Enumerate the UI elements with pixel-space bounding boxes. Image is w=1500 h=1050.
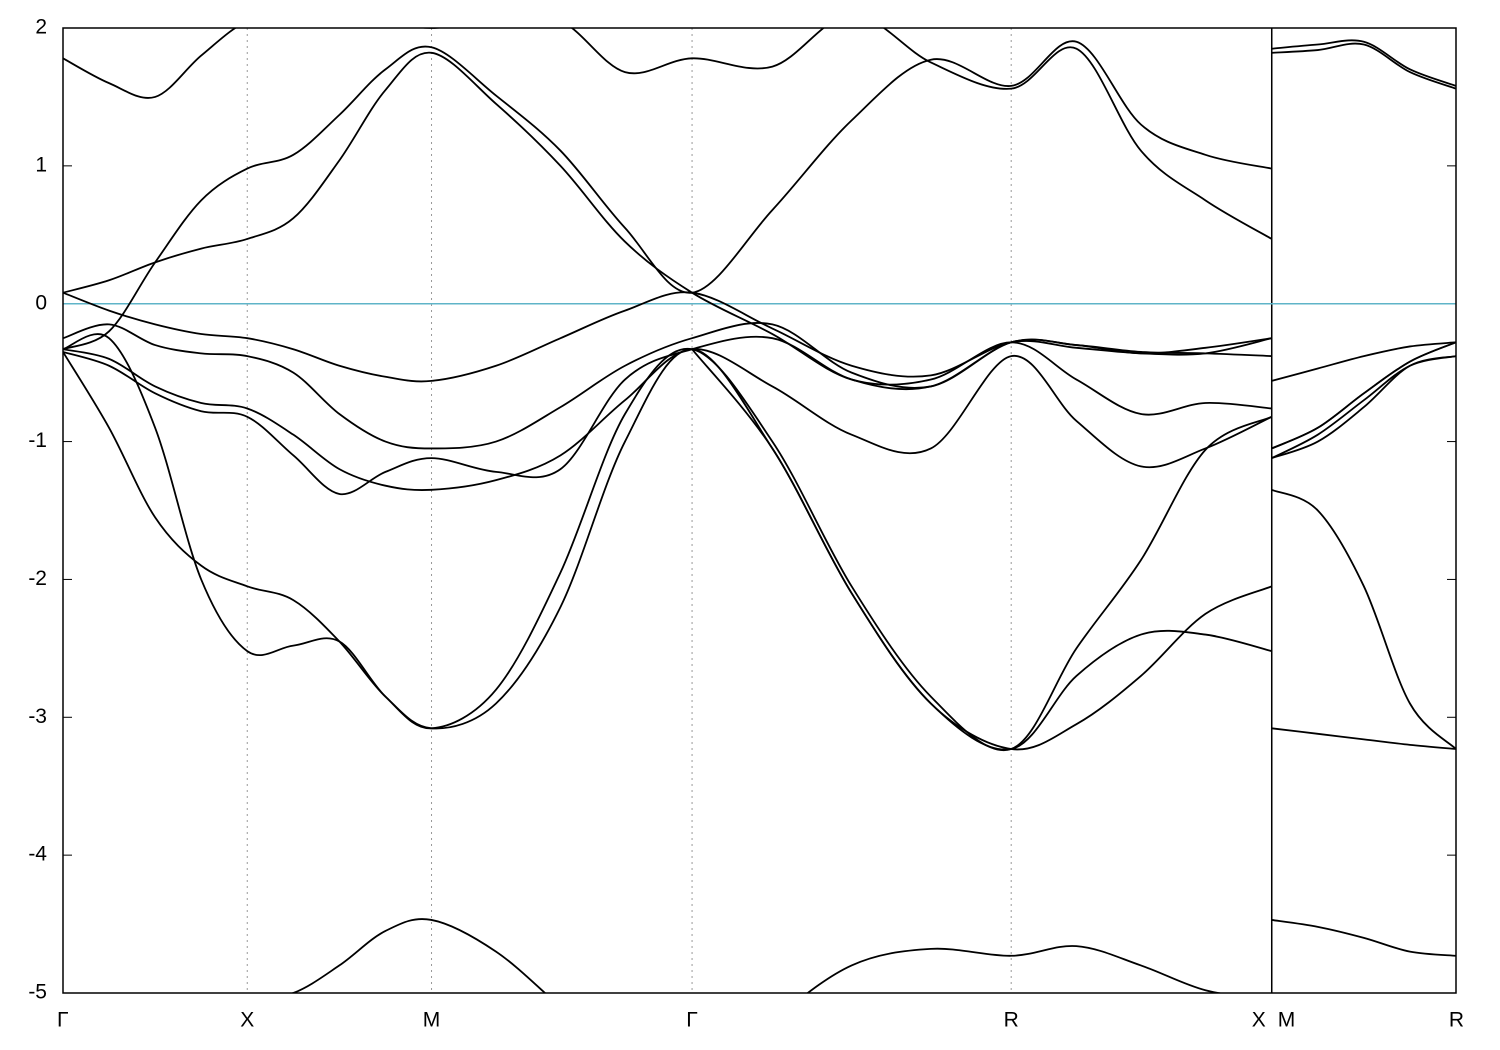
y-tick-label: 0 xyxy=(35,291,47,314)
band-line xyxy=(63,347,1456,752)
plot-frame xyxy=(62,27,1457,994)
x-tick-label: R xyxy=(1004,1009,1019,1032)
band-line xyxy=(691,348,1273,751)
x-tick-label: M xyxy=(1278,1009,1296,1032)
bands xyxy=(63,28,1456,993)
y-tick-label: 1 xyxy=(35,153,47,176)
band-line xyxy=(63,39,1456,351)
y-tick-label: -2 xyxy=(28,567,47,590)
band-line xyxy=(63,291,1456,383)
x-tick-label: M xyxy=(423,1009,441,1032)
y-tick-label: -5 xyxy=(28,981,47,1004)
band-line xyxy=(63,335,1456,495)
y-tick-label: -1 xyxy=(28,429,47,452)
y-tick-label: -3 xyxy=(28,705,47,728)
y-tick-label: 2 xyxy=(35,16,47,39)
x-tick-label: Γ xyxy=(686,1009,698,1032)
band-line xyxy=(63,28,1456,240)
band-line xyxy=(290,918,1456,993)
x-tick-label: X xyxy=(1252,1009,1266,1032)
x-tick-label: X xyxy=(240,1009,254,1032)
y-tick-label: -4 xyxy=(28,843,47,866)
x-tick-label: R xyxy=(1449,1009,1464,1032)
x-tick-label: Γ xyxy=(57,1009,69,1032)
band-line xyxy=(63,333,1456,751)
